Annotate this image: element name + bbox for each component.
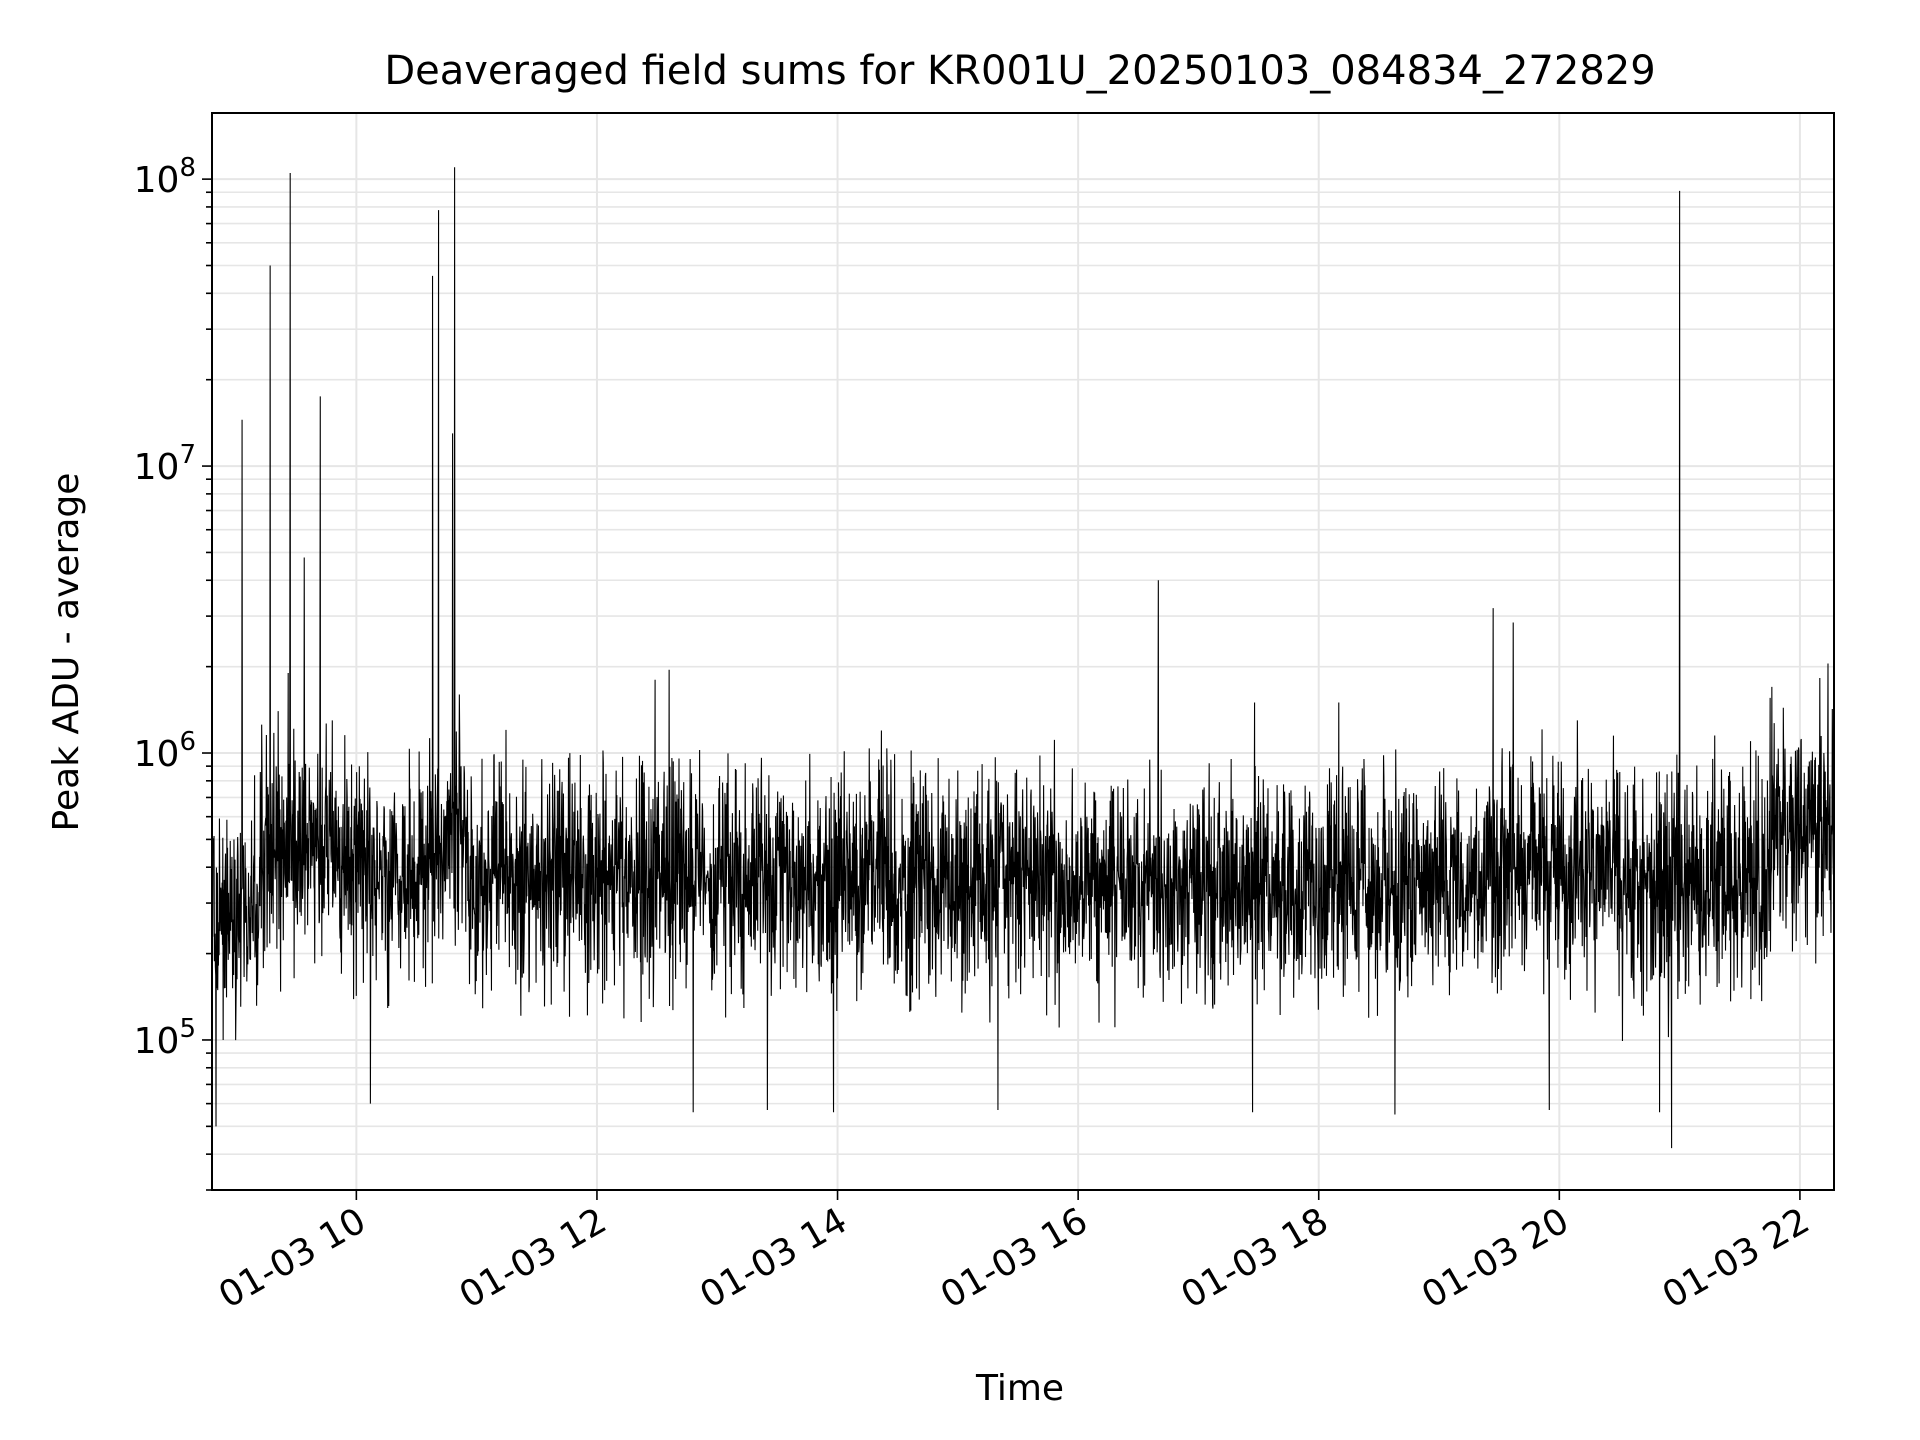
series-line <box>211 167 1835 1149</box>
plot-area <box>211 167 1835 1149</box>
y-axis: 105 106 107 108 <box>134 153 212 1191</box>
chart-title: Deaveraged field sums for KR001U_2025010… <box>384 48 1655 94</box>
y-tick-label: 107 <box>134 440 196 488</box>
plot-frame <box>211 112 1835 1191</box>
y-axis-label: Peak ADU - average <box>46 473 87 832</box>
x-axis-label: Time <box>975 1368 1064 1409</box>
y-tick-label: 106 <box>134 727 196 775</box>
y-tick-label: 105 <box>134 1014 196 1062</box>
y-tick-label: 108 <box>134 153 196 201</box>
